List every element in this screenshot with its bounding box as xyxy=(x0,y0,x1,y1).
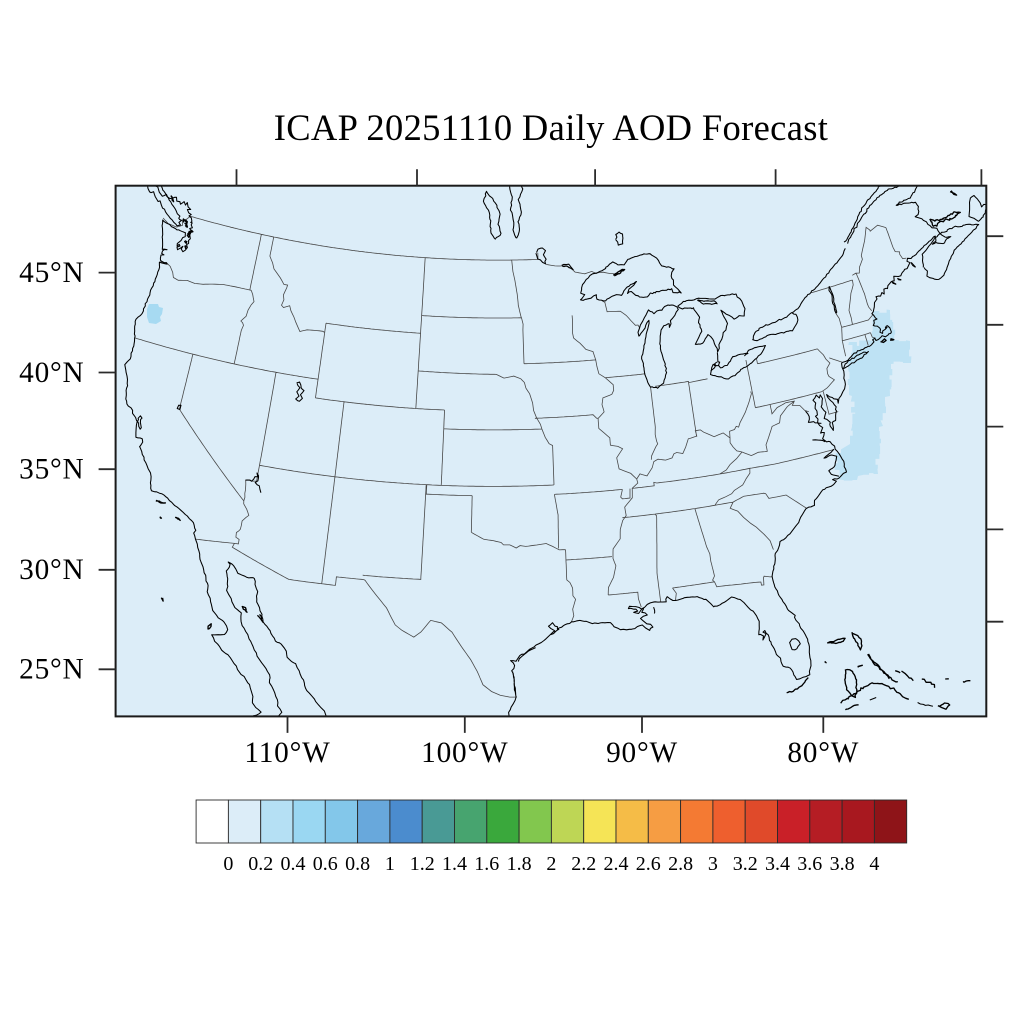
svg-text:100°W: 100°W xyxy=(421,737,508,769)
svg-text:1.6: 1.6 xyxy=(474,853,499,875)
svg-text:1.2: 1.2 xyxy=(410,853,435,875)
svg-text:30°N: 30°N xyxy=(19,554,84,586)
svg-text:0.2: 0.2 xyxy=(248,853,273,875)
svg-text:1.4: 1.4 xyxy=(442,853,467,875)
svg-text:4: 4 xyxy=(869,853,879,875)
svg-text:0: 0 xyxy=(223,853,233,875)
svg-text:40°N: 40°N xyxy=(19,357,84,389)
svg-text:0.8: 0.8 xyxy=(345,853,370,875)
svg-text:25°N: 25°N xyxy=(19,654,84,686)
svg-text:3.6: 3.6 xyxy=(797,853,822,875)
svg-text:3.4: 3.4 xyxy=(765,853,790,875)
svg-text:2: 2 xyxy=(546,853,556,875)
svg-text:2.8: 2.8 xyxy=(668,853,693,875)
svg-text:3.2: 3.2 xyxy=(733,853,758,875)
svg-text:ICAP 20251110 Daily AOD Foreca: ICAP 20251110 Daily AOD Forecast xyxy=(274,107,829,148)
svg-text:0.6: 0.6 xyxy=(313,853,338,875)
svg-text:1: 1 xyxy=(385,853,395,875)
svg-text:80°W: 80°W xyxy=(787,737,859,769)
svg-text:2.2: 2.2 xyxy=(571,853,596,875)
svg-text:110°W: 110°W xyxy=(244,737,330,769)
svg-text:45°N: 45°N xyxy=(19,257,84,289)
svg-text:3.8: 3.8 xyxy=(830,853,855,875)
svg-text:90°W: 90°W xyxy=(606,737,678,769)
svg-text:2.4: 2.4 xyxy=(604,853,629,875)
svg-text:0.4: 0.4 xyxy=(281,853,306,875)
svg-text:2.6: 2.6 xyxy=(636,853,661,875)
svg-text:35°N: 35°N xyxy=(19,454,84,486)
svg-text:1.8: 1.8 xyxy=(507,853,532,875)
svg-text:3: 3 xyxy=(708,853,718,875)
